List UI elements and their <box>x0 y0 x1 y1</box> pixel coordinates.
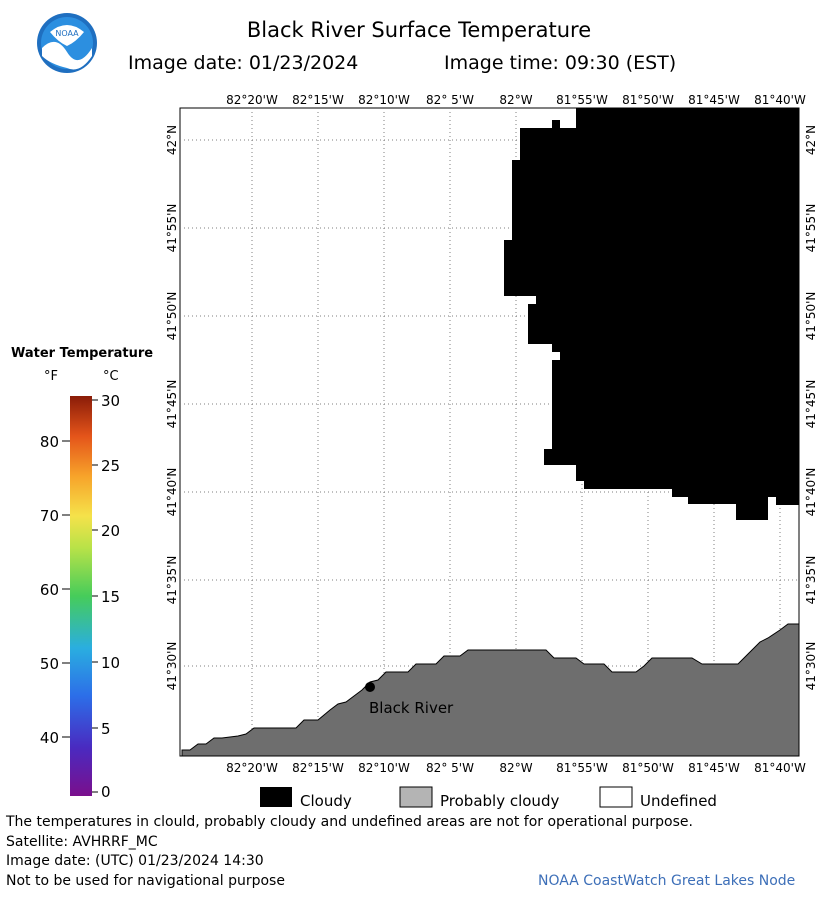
lon-label: 82° 5'W <box>426 761 474 775</box>
utc-date: Image date: (UTC) 01/23/2024 14:30 <box>6 853 264 869</box>
lon-label: 81°50'W <box>622 93 674 107</box>
cloudy-label: Cloudy <box>300 792 352 810</box>
probably-cloudy-label: Probably cloudy <box>440 792 560 810</box>
nav-warning: Not to be used for navigational purpose <box>6 873 285 889</box>
page-title: Black River Surface Temperature <box>246 18 592 42</box>
cloud-mask <box>504 108 799 520</box>
lon-label: 82°W <box>499 761 532 775</box>
lat-label: 41°30'N <box>804 642 818 691</box>
c-tick-label: 10 <box>101 654 120 672</box>
lat-label: 41°50'N <box>804 292 818 341</box>
lon-label: 82°15'W <box>292 761 344 775</box>
lat-labels-left: 42°N 41°55'N 41°50'N 41°45'N 41°40'N 41°… <box>165 125 179 691</box>
c-tick-label: 0 <box>101 783 111 801</box>
f-tick-label: 40 <box>40 729 59 747</box>
lat-label: 41°30'N <box>165 642 179 691</box>
undefined-swatch <box>599 786 633 808</box>
lon-label: 82°20'W <box>226 93 278 107</box>
c-tick-label: 5 <box>101 720 111 738</box>
lon-label: 81°45'W <box>688 761 740 775</box>
scale-ticks-c <box>92 399 98 793</box>
logo-text: NOAA <box>55 29 79 38</box>
lon-label: 82°20'W <box>226 761 278 775</box>
c-tick-label: 15 <box>101 588 120 606</box>
unit-celsius: °C <box>103 369 119 384</box>
probably-cloudy-swatch <box>399 786 433 808</box>
land-area <box>181 623 800 757</box>
undefined-label: Undefined <box>640 792 717 810</box>
lon-label: 82°10'W <box>358 761 410 775</box>
c-tick-label: 20 <box>101 522 120 540</box>
scale-labels-c: 30 25 20 15 10 5 0 <box>101 392 120 801</box>
credit-link[interactable]: NOAA CoastWatch Great Lakes Node <box>538 873 796 889</box>
f-tick-label: 60 <box>40 581 59 599</box>
lat-label: 41°35'N <box>165 556 179 605</box>
scale-title: Water Temperature <box>11 346 154 361</box>
image-date: Image date: 01/23/2024 <box>128 52 359 74</box>
lat-label: 41°40'N <box>165 468 179 517</box>
black-river-marker <box>365 682 375 692</box>
c-tick-label: 30 <box>101 392 120 410</box>
lon-label: 81°40'W <box>754 761 806 775</box>
lon-label: 81°45'W <box>688 93 740 107</box>
scale-labels-f: 80 70 60 50 40 <box>40 433 59 747</box>
noaa-logo-icon: NOAA <box>37 13 97 73</box>
cloudy-swatch <box>260 787 292 807</box>
lon-label: 81°55'W <box>556 761 608 775</box>
unit-fahrenheit: °F <box>44 369 58 384</box>
c-tick-label: 25 <box>101 457 120 475</box>
lon-label: 82° 5'W <box>426 93 474 107</box>
f-tick-label: 80 <box>40 433 59 451</box>
lat-label: 41°55'N <box>804 204 818 253</box>
lat-label: 42°N <box>804 125 818 155</box>
lon-label: 82°10'W <box>358 93 410 107</box>
lat-label: 41°55'N <box>165 204 179 253</box>
f-tick-label: 50 <box>40 655 59 673</box>
lat-label: 41°35'N <box>804 556 818 605</box>
lat-label: 42°N <box>165 125 179 155</box>
lat-label: 41°40'N <box>804 468 818 517</box>
lat-labels-right: 42°N 41°55'N 41°50'N 41°45'N 41°40'N 41°… <box>804 125 818 691</box>
f-tick-label: 70 <box>40 507 59 525</box>
disclaimer: The temperatures in clould, probably clo… <box>6 814 693 830</box>
lon-label: 82°W <box>499 93 532 107</box>
lon-label: 81°40'W <box>754 93 806 107</box>
noaa-logo: NOAA <box>36 12 98 74</box>
lon-label: 82°15'W <box>292 93 344 107</box>
lon-label: 81°50'W <box>622 761 674 775</box>
lon-label: 81°55'W <box>556 93 608 107</box>
lat-label: 41°50'N <box>165 292 179 341</box>
scale-ticks-f <box>62 440 70 738</box>
place-label: Black River <box>369 699 454 717</box>
lon-labels-bottom: 82°20'W 82°15'W 82°10'W 82° 5'W 82°W 81°… <box>226 761 806 775</box>
lon-labels-top: 82°20'W 82°15'W 82°10'W 82° 5'W 82°W 81°… <box>226 93 806 107</box>
lat-label: 41°45'N <box>165 380 179 429</box>
lat-label: 41°45'N <box>804 380 818 429</box>
satellite-info: Satellite: AVHRRF_MC <box>6 834 158 850</box>
image-time: Image time: 09:30 (EST) <box>444 52 677 74</box>
temperature-color-bar <box>70 396 92 796</box>
